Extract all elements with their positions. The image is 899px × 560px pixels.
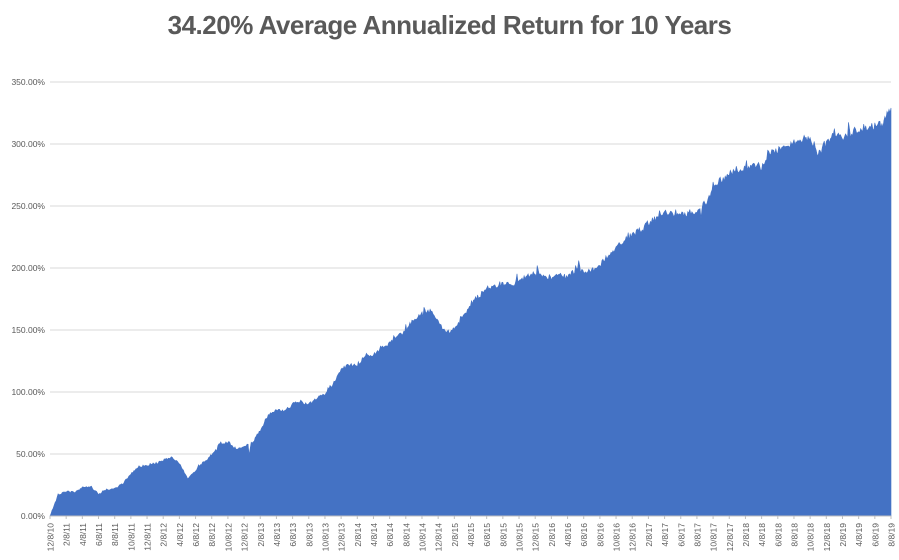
x-tick-label: 10/8/12 — [223, 523, 233, 552]
x-tick-label: 8/8/17 — [692, 523, 702, 547]
y-tick-label: 300.00% — [11, 139, 45, 149]
x-tick-label: 2/8/18 — [741, 523, 751, 547]
x-tick-label: 6/8/12 — [191, 523, 201, 547]
x-tick-label: 2/8/12 — [159, 523, 169, 547]
x-tick-label: 10/8/11 — [126, 523, 136, 551]
x-tick-label: 10/8/16 — [612, 523, 622, 552]
x-tick-label: 2/8/17 — [644, 523, 654, 547]
y-tick-label: 150.00% — [11, 325, 45, 335]
x-tick-label: 2/8/11 — [62, 523, 72, 546]
x-tick-label: 8/8/15 — [498, 523, 508, 547]
x-tick-label: 12/8/11 — [143, 523, 153, 551]
x-tick-label: 4/8/13 — [272, 523, 282, 547]
x-tick-label: 4/8/12 — [175, 523, 185, 547]
x-tick-label: 10/8/14 — [417, 523, 427, 552]
x-tick-label: 10/8/13 — [320, 523, 330, 552]
x-tick-label: 2/8/14 — [353, 523, 363, 547]
area-series — [49, 107, 892, 517]
y-tick-label: 200.00% — [11, 263, 45, 273]
x-tick-label: 8/8/11 — [110, 523, 120, 546]
y-tick-label: 50.00% — [16, 449, 45, 459]
y-tick-label: 250.00% — [11, 201, 45, 211]
x-tick-label: 12/8/17 — [725, 523, 735, 552]
x-tick-label: 10/8/17 — [709, 523, 719, 552]
x-tick-label: 4/8/18 — [757, 523, 767, 547]
x-tick-label: 6/8/19 — [870, 523, 880, 547]
x-tick-label: 8/8/12 — [207, 523, 217, 547]
x-tick-label: 4/8/11 — [78, 523, 88, 546]
x-tick-label: 12/8/13 — [337, 523, 347, 552]
x-tick-label: 12/8/10 — [46, 523, 56, 552]
x-tick-label: 8/8/16 — [595, 523, 605, 547]
x-tick-label: 6/8/15 — [482, 523, 492, 547]
chart-title: 34.20% Average Annualized Return for 10 … — [167, 10, 732, 40]
x-tick-label: 6/8/14 — [385, 523, 395, 547]
x-tick-label: 2/8/16 — [547, 523, 557, 547]
x-tick-label: 12/8/12 — [240, 523, 250, 552]
x-tick-label: 12/8/14 — [434, 523, 444, 552]
x-tick-label: 8/8/18 — [789, 523, 799, 547]
x-tick-label: 4/8/19 — [854, 523, 864, 547]
x-tick-label: 8/8/14 — [401, 523, 411, 547]
x-tick-label: 6/8/11 — [94, 523, 104, 546]
y-tick-label: 0.00% — [21, 511, 46, 521]
x-tick-label: 4/8/17 — [660, 523, 670, 547]
x-tick-label: 4/8/14 — [369, 523, 379, 547]
x-tick-label: 12/8/15 — [531, 523, 541, 552]
x-tick-label: 6/8/13 — [288, 523, 298, 547]
x-tick-label: 12/8/16 — [628, 523, 638, 552]
x-tick-label: 4/8/15 — [466, 523, 476, 547]
x-tick-label: 6/8/17 — [676, 523, 686, 547]
x-tick-label: 12/8/18 — [822, 523, 832, 552]
y-tick-label: 100.00% — [11, 387, 45, 397]
y-tick-label: 350.00% — [11, 77, 45, 87]
x-tick-label: 10/8/15 — [515, 523, 525, 552]
x-tick-label: 2/8/19 — [838, 523, 848, 547]
x-tick-label: 8/8/13 — [304, 523, 314, 547]
x-tick-label: 10/8/18 — [806, 523, 816, 552]
x-tick-label: 2/8/13 — [256, 523, 266, 547]
x-tick-label: 2/8/15 — [450, 523, 460, 547]
x-tick-label: 6/8/18 — [773, 523, 783, 547]
x-tick-label: 8/8/19 — [887, 523, 897, 547]
x-tick-label: 6/8/16 — [579, 523, 589, 547]
x-tick-label: 4/8/16 — [563, 523, 573, 547]
